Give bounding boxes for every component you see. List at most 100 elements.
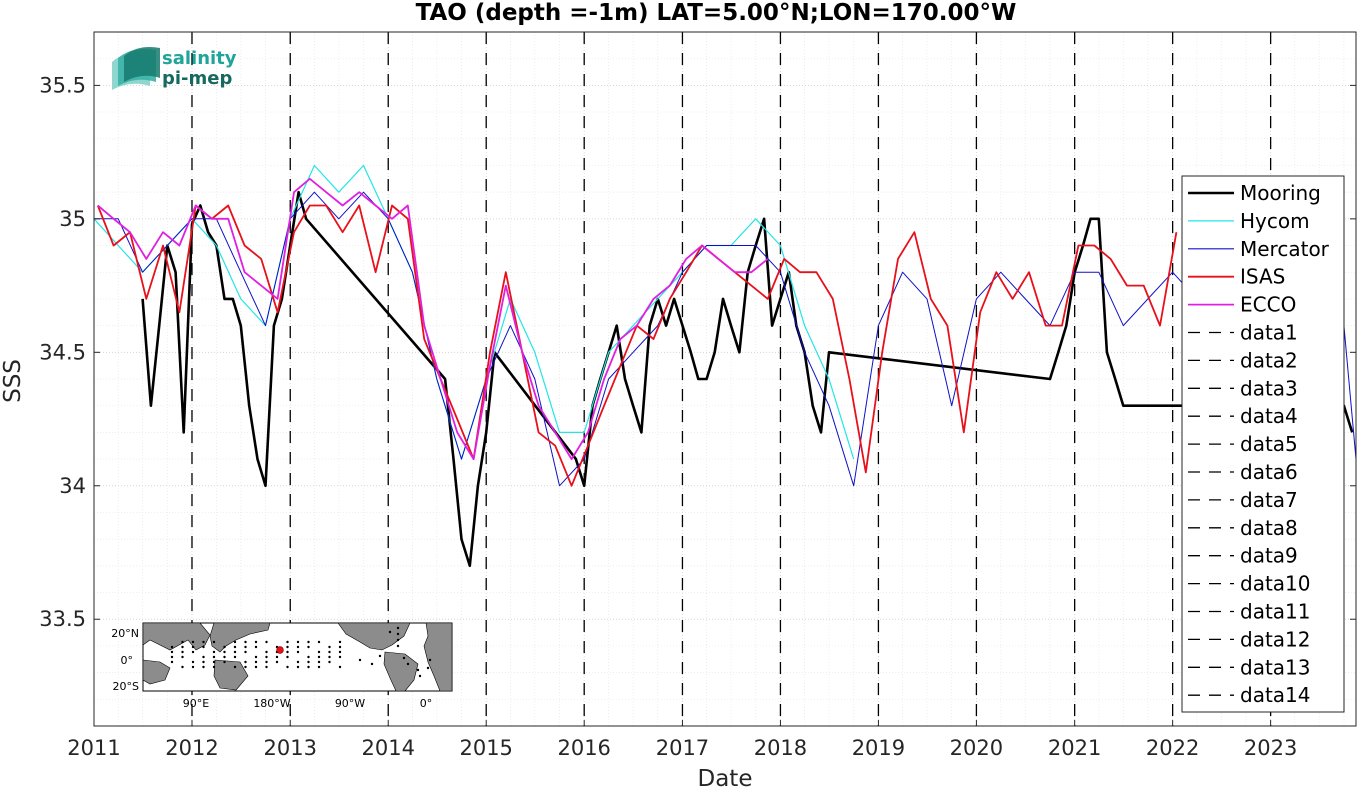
x-tick-label: 2017 [656,736,709,760]
series-line-ecco [97,177,769,461]
salinity-pi-mep-logo: salinity pi-mep [112,47,237,90]
map-mooring-dot [338,655,342,659]
map-mooring-dot [428,658,432,662]
map-mooring-dot [296,665,300,669]
map-mooring-dot [202,655,205,659]
map-mooring-dot [170,650,174,654]
map-mooring-dot [396,644,400,648]
map-mooring-dot [296,660,300,664]
map-mooring-dot [338,645,342,649]
map-mooring-dot [265,665,268,669]
y-axis: 33.5 34 34.5 35 35.5 [39,73,1356,631]
map-mooring-dot [396,626,400,630]
y-tick-label: 33.5 [39,607,86,631]
map-mooring-dot [378,654,382,658]
y-tick-label: 35 [59,207,86,231]
map-mooring-dot [170,660,174,664]
series-layer [94,164,1356,568]
map-mooring-dot [328,655,331,659]
x-axis-label: Date [698,766,753,790]
map-mooring-dot [286,645,289,649]
legend-label: data5 [1240,432,1298,456]
map-mooring-dot [233,645,237,649]
legend-label: data13 [1240,655,1311,679]
legend-label: data12 [1240,627,1311,651]
legend-label: data9 [1240,544,1298,568]
legend-label: data11 [1240,600,1311,624]
map-mooring-dot [396,638,400,642]
mooring-locations [170,626,432,678]
x-tick-label: 2016 [557,736,610,760]
map-mooring-dot [223,660,226,664]
logo-line2: pi-mep [162,68,232,89]
y-tick-label: 35.5 [39,73,86,97]
map-mooring-dot [317,665,321,669]
map-mooring-dot [307,645,310,649]
x-tick-label: 2012 [165,736,218,760]
map-mooring-dot [170,655,174,659]
map-mooring-dot [191,665,195,669]
map-mooring-dot [223,655,226,659]
map-mooring-dot [244,660,247,664]
map-mooring-dot [233,665,237,669]
map-mooring-dot [338,640,342,644]
map-mooring-dot [418,674,422,678]
legend-label: data14 [1240,683,1311,707]
map-mooring-dot [286,640,289,644]
map-mooring-dot [191,645,195,649]
map-mooring-dot [191,660,195,664]
axes-box [93,31,1357,727]
map-mooring-dot [286,665,289,669]
map-mooring-dot [254,655,258,659]
legend-label: Hycom [1240,209,1310,233]
major-grid [93,32,1356,726]
series-line-mercator [94,191,1356,487]
map-mooring-dot [328,650,331,654]
map-lat-20n: 20°N [111,627,139,640]
map-mooring-dot [223,650,226,654]
legend-label: Mercator [1240,237,1330,261]
legend-label: data1 [1240,321,1298,345]
map-mooring-dot [212,655,216,659]
map-mooring-dot [181,650,184,654]
map-mooring-dot [212,650,216,654]
map-mooring-dot [388,630,392,634]
legend-label: Mooring [1240,181,1321,205]
map-mooring-dot [223,645,226,649]
map-mooring-dot [328,645,331,649]
x-tick-label: 2019 [852,736,905,760]
map-mooring-dot [296,650,300,654]
legend-label: data2 [1240,348,1298,372]
map-mooring-dot [244,645,247,649]
x-tick-label: 2021 [1048,736,1101,760]
y-tick-label: 34.5 [39,340,86,364]
map-mooring-dot [370,662,374,666]
map-mooring-dot [181,665,184,669]
inset-map: 20°N 0° 20°S 90°E 180°W 90°W 0° [111,622,453,710]
map-mooring-dot [181,640,184,644]
series-line-mooring [141,190,1354,568]
legend: Mooring Hycom Mercator ISAS ECCO data1 data2 da… [1181,175,1345,713]
legend-label: data10 [1240,572,1311,596]
map-mooring-dot [416,668,420,672]
map-mooring-dot [286,650,289,654]
map-mooring-dot [181,655,184,659]
map-lat-20s: 20°S [113,680,139,693]
map-mooring-dot [254,660,258,664]
map-mooring-dot [296,640,300,644]
map-mooring-dot [317,655,321,659]
map-mooring-dot [202,645,205,649]
map-mooring-dot [396,632,400,636]
x-tick-label: 2014 [361,736,414,760]
map-mooring-dot [286,655,289,659]
map-lon-0: 0° [420,697,433,710]
map-mooring-dot [426,666,430,670]
selected-mooring-marker [276,646,284,654]
map-mooring-dot [307,655,310,659]
map-mooring-dot [202,640,205,644]
x-tick-label: 2011 [67,736,120,760]
legend-label: ISAS [1240,265,1285,289]
map-mooring-dot [328,660,331,664]
map-mooring-dot [275,660,279,664]
map-mooring-dot [317,660,321,664]
